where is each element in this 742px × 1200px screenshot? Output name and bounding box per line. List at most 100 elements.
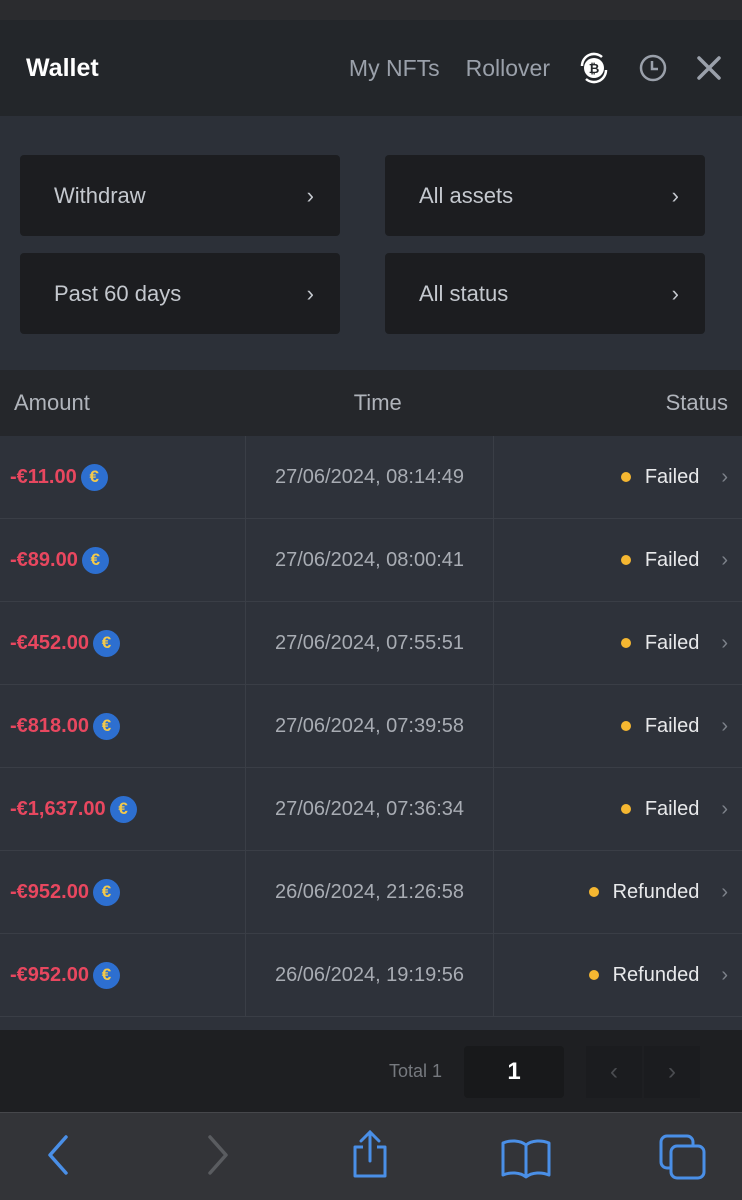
- amount: -€1,637.00: [10, 797, 106, 820]
- table-header: Amount Time Status: [0, 370, 742, 436]
- status-badge: Failed: [644, 631, 700, 654]
- table-row[interactable]: -€452.00 € 27/06/2024, 07:55:51 Failed ›: [0, 602, 742, 685]
- status-cell: Failed ›: [494, 602, 742, 684]
- table-row[interactable]: -€952.00 € 26/06/2024, 21:26:58 Refunded ›: [0, 851, 742, 934]
- total-count: Total 1: [389, 1060, 443, 1081]
- status-badge: Refunded: [612, 880, 700, 903]
- amount-cell: -€952.00 €: [0, 934, 246, 1016]
- bookmarks-icon[interactable]: [500, 1137, 552, 1184]
- filter-label: All assets: [419, 182, 514, 208]
- wallet-header: Wallet My NFTs Rollover ₿: [0, 20, 742, 116]
- time: 27/06/2024, 07:36:34: [246, 768, 494, 850]
- euro-coin-icon: €: [92, 878, 120, 906]
- column-time: Time: [353, 390, 402, 415]
- table-row[interactable]: -€1,637.00 € 27/06/2024, 07:36:34 Failed ›: [0, 768, 742, 851]
- status-badge: Refunded: [612, 963, 700, 986]
- euro-coin-icon: €: [109, 795, 137, 823]
- time: 27/06/2024, 07:55:51: [246, 602, 494, 684]
- euro-coin-icon: €: [92, 712, 120, 740]
- amount: -€11.00: [10, 465, 77, 488]
- amount-cell: -€818.00 €: [0, 685, 246, 767]
- status-badge: Failed: [644, 548, 700, 571]
- tabs-icon[interactable]: [658, 1133, 708, 1186]
- chevron-right-icon[interactable]: ›: [721, 797, 728, 820]
- filter-panel: Withdraw › All assets › Past 60 days › All …: [0, 116, 742, 370]
- status-cell: Refunded ›: [494, 934, 742, 1016]
- chevron-right-icon[interactable]: ›: [721, 631, 728, 654]
- table-row[interactable]: -€952.00 € 26/06/2024, 19:19:56 Refunded ›: [0, 934, 742, 1017]
- status-dot-icon: [620, 638, 631, 648]
- euro-coin-icon: €: [92, 629, 120, 657]
- status-cell: Failed ›: [494, 519, 742, 601]
- time: 27/06/2024, 07:39:58: [246, 685, 494, 767]
- amount: -€952.00: [10, 880, 89, 903]
- filter-label: Withdraw: [54, 182, 146, 208]
- svg-text:₿: ₿: [589, 61, 600, 76]
- column-amount: Amount: [14, 390, 90, 415]
- current-page[interactable]: 1: [464, 1046, 564, 1098]
- back-icon[interactable]: [44, 1133, 72, 1182]
- status-cell: Failed ›: [494, 685, 742, 767]
- type-filter[interactable]: Withdraw ›: [20, 155, 340, 236]
- status-strip: [0, 0, 742, 20]
- pagination: Total 1 1 ‹ ›: [0, 1030, 742, 1112]
- table-row[interactable]: -€818.00 € 27/06/2024, 07:39:58 Failed ›: [0, 685, 742, 768]
- time: 27/06/2024, 08:14:49: [246, 436, 494, 518]
- time: 26/06/2024, 19:19:56: [246, 934, 494, 1016]
- prev-page-button[interactable]: ‹: [586, 1046, 642, 1098]
- status-dot-icon: [588, 970, 599, 980]
- amount: -€452.00: [10, 631, 89, 654]
- rollover-link[interactable]: Rollover: [465, 54, 550, 81]
- amount-cell: -€452.00 €: [0, 602, 246, 684]
- filter-label: All status: [419, 280, 509, 306]
- amount: -€89.00: [10, 548, 78, 571]
- chevron-right-icon[interactable]: ›: [721, 465, 728, 488]
- status-cell: Refunded ›: [494, 851, 742, 933]
- time: 27/06/2024, 08:00:41: [246, 519, 494, 601]
- chevron-right-icon: ›: [671, 280, 679, 306]
- date-filter[interactable]: Past 60 days ›: [20, 253, 340, 334]
- chevron-right-icon: ›: [306, 182, 314, 208]
- chevron-right-icon[interactable]: ›: [721, 880, 728, 903]
- table-row[interactable]: -€11.00 € 27/06/2024, 08:14:49 Failed ›: [0, 436, 742, 519]
- status-cell: Failed ›: [494, 436, 742, 518]
- status-filter[interactable]: All status ›: [385, 253, 705, 334]
- status-dot-icon: [620, 721, 631, 731]
- status-dot-icon: [588, 887, 599, 897]
- amount-cell: -€1,637.00 €: [0, 768, 246, 850]
- page-title: Wallet: [26, 53, 99, 82]
- chevron-right-icon[interactable]: ›: [721, 714, 728, 737]
- amount: -€952.00: [10, 963, 89, 986]
- chevron-left-icon: ‹: [610, 1058, 618, 1085]
- amount-cell: -€89.00 €: [0, 519, 246, 601]
- euro-coin-icon: €: [80, 463, 108, 491]
- forward-icon[interactable]: [204, 1133, 232, 1182]
- status-dot-icon: [620, 472, 631, 482]
- next-page-button[interactable]: ›: [644, 1046, 700, 1098]
- chevron-right-icon[interactable]: ›: [721, 548, 728, 571]
- chevron-right-icon[interactable]: ›: [721, 963, 728, 986]
- chevron-right-icon: ›: [306, 280, 314, 306]
- table-row[interactable]: -€89.00 € 27/06/2024, 08:00:41 Failed ›: [0, 519, 742, 602]
- history-clock-icon[interactable]: [638, 53, 668, 83]
- chevron-right-icon: ›: [671, 182, 679, 208]
- time: 26/06/2024, 21:26:58: [246, 851, 494, 933]
- close-icon[interactable]: [696, 55, 722, 81]
- filter-label: Past 60 days: [54, 280, 182, 306]
- bitcoin-rollover-icon[interactable]: ₿: [578, 52, 610, 84]
- status-dot-icon: [620, 804, 631, 814]
- status-badge: Failed: [644, 714, 700, 737]
- asset-filter[interactable]: All assets ›: [385, 155, 705, 236]
- status-badge: Failed: [644, 797, 700, 820]
- my-nfts-link[interactable]: My NFTs: [348, 54, 440, 81]
- chevron-right-icon: ›: [668, 1058, 676, 1085]
- transaction-list: -€11.00 € 27/06/2024, 08:14:49 Failed › -€8…: [0, 436, 742, 1017]
- euro-coin-icon: €: [92, 961, 120, 989]
- euro-coin-icon: €: [81, 546, 109, 574]
- status-cell: Failed ›: [494, 768, 742, 850]
- status-badge: Failed: [644, 465, 700, 488]
- amount-cell: -€952.00 €: [0, 851, 246, 933]
- share-icon[interactable]: [350, 1129, 390, 1184]
- status-dot-icon: [620, 555, 631, 565]
- amount: -€818.00: [10, 714, 89, 737]
